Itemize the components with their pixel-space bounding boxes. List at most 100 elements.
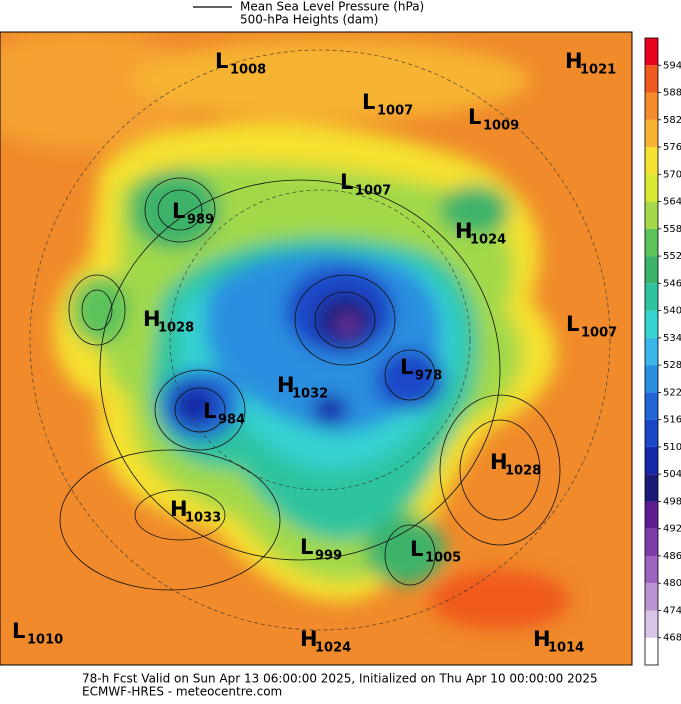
colorbar-label: 504 bbox=[663, 469, 681, 480]
center-pressure: 1028 bbox=[158, 321, 194, 336]
center-letter: H bbox=[143, 307, 161, 331]
center-pressure: 999 bbox=[315, 549, 342, 564]
field bbox=[338, 317, 358, 333]
latitude-line bbox=[169, 189, 471, 491]
center-letter: L bbox=[566, 312, 579, 336]
colorbar-segment bbox=[645, 501, 658, 529]
colorbar-label: 564 bbox=[663, 197, 681, 208]
center-pressure: 1008 bbox=[230, 63, 266, 78]
colorbar-label: 552 bbox=[663, 251, 681, 262]
center-letter: H bbox=[277, 373, 295, 397]
colorbar-label: 468 bbox=[663, 633, 681, 644]
center-pressure: 1014 bbox=[548, 641, 584, 656]
contour bbox=[134, 489, 226, 541]
field bbox=[312, 395, 348, 425]
colorbar-segment bbox=[645, 365, 658, 393]
colorbar-label: 510 bbox=[663, 442, 681, 453]
colorbar-label: 528 bbox=[663, 360, 681, 371]
center-pressure: 1032 bbox=[292, 387, 328, 402]
contour bbox=[81, 289, 113, 331]
contour bbox=[154, 369, 246, 451]
center-pressure: 1007 bbox=[581, 326, 617, 341]
latitude-line bbox=[29, 49, 611, 631]
center-letter: L bbox=[215, 49, 228, 73]
center-letter: H bbox=[565, 49, 583, 73]
contour bbox=[314, 291, 376, 349]
center-letter: L bbox=[203, 399, 216, 423]
center-pressure: 1007 bbox=[377, 104, 413, 119]
footer-text: 78-h Fcst Valid on Sun Apr 13 06:00:00 2… bbox=[82, 672, 598, 686]
center-letter: L bbox=[172, 199, 185, 223]
field bbox=[375, 350, 445, 410]
center-letter: H bbox=[533, 627, 551, 651]
colorbar-label: 474 bbox=[663, 605, 681, 616]
center-pressure: 1009 bbox=[483, 119, 519, 134]
colorbar-segment bbox=[645, 392, 658, 420]
colorbar-segment bbox=[645, 528, 658, 556]
center-letter: H bbox=[300, 627, 318, 651]
center-pressure: 1007 bbox=[355, 184, 391, 199]
colorbar-segment bbox=[645, 147, 658, 175]
colorbar-label: 492 bbox=[663, 524, 681, 535]
center-pressure: 1024 bbox=[470, 233, 506, 248]
colorbar-segment bbox=[645, 201, 658, 229]
center-letter: H bbox=[455, 219, 473, 243]
colorbar-segment bbox=[645, 583, 658, 611]
center-pressure: 1024 bbox=[315, 641, 351, 656]
colorbar-label: 522 bbox=[663, 387, 681, 398]
colorbar-segment bbox=[645, 119, 658, 148]
contour bbox=[59, 449, 281, 591]
contour bbox=[99, 179, 501, 561]
colorbar-label: 546 bbox=[663, 278, 681, 289]
colorbar-label: 534 bbox=[663, 333, 681, 344]
legend-text: Mean Sea Level Pressure (hPa) bbox=[240, 0, 424, 14]
colorbar-segment bbox=[645, 38, 658, 66]
contours bbox=[29, 49, 611, 631]
center-letter: L bbox=[362, 90, 375, 114]
center-pressure: 1005 bbox=[425, 551, 461, 566]
center-pressure: 978 bbox=[415, 369, 442, 384]
colorbar-label: 486 bbox=[663, 551, 681, 562]
colorbar-segment bbox=[645, 92, 658, 120]
center-letter: L bbox=[340, 170, 353, 194]
colorbar: 468 474 480 486 492 498 504 510 516 522 528 534 540 5… bbox=[644, 37, 681, 666]
colorbar-segment bbox=[645, 637, 658, 665]
center-letter: L bbox=[12, 619, 25, 643]
contour bbox=[174, 387, 226, 433]
field bbox=[130, 40, 530, 120]
colorbar-label: 594 bbox=[663, 60, 681, 71]
colorbar-label: 582 bbox=[663, 115, 681, 126]
contour bbox=[68, 274, 126, 346]
contour bbox=[439, 394, 561, 546]
colorbar-frame bbox=[644, 37, 659, 666]
map-frame bbox=[0, 31, 633, 666]
colorbar-segment bbox=[645, 446, 658, 475]
center-pressure: 1028 bbox=[505, 464, 541, 479]
contour bbox=[157, 189, 203, 231]
colorbar-segment bbox=[645, 474, 658, 502]
colorbar-segment bbox=[645, 256, 658, 284]
center-pressure: 989 bbox=[187, 213, 214, 228]
colorbar-label: 588 bbox=[663, 88, 681, 99]
field bbox=[0, 32, 200, 150]
colorbar-label: 558 bbox=[663, 224, 681, 235]
colorbar-segment bbox=[645, 337, 658, 366]
center-pressure: 1021 bbox=[580, 63, 616, 78]
center-pressure: 984 bbox=[218, 413, 245, 428]
field bbox=[430, 570, 570, 630]
colorbar-segment bbox=[645, 283, 658, 311]
colorbar-segment bbox=[645, 419, 658, 447]
colorbar-label: 498 bbox=[663, 496, 681, 507]
contour bbox=[144, 177, 216, 243]
colorbar-segment bbox=[645, 555, 658, 584]
contour bbox=[294, 274, 396, 366]
colorbar-segment bbox=[645, 65, 658, 93]
center-pressure: 1010 bbox=[27, 633, 63, 648]
colorbar-label: 570 bbox=[663, 169, 681, 180]
contour bbox=[384, 524, 436, 586]
center-letter: L bbox=[410, 537, 423, 561]
field bbox=[70, 275, 130, 345]
